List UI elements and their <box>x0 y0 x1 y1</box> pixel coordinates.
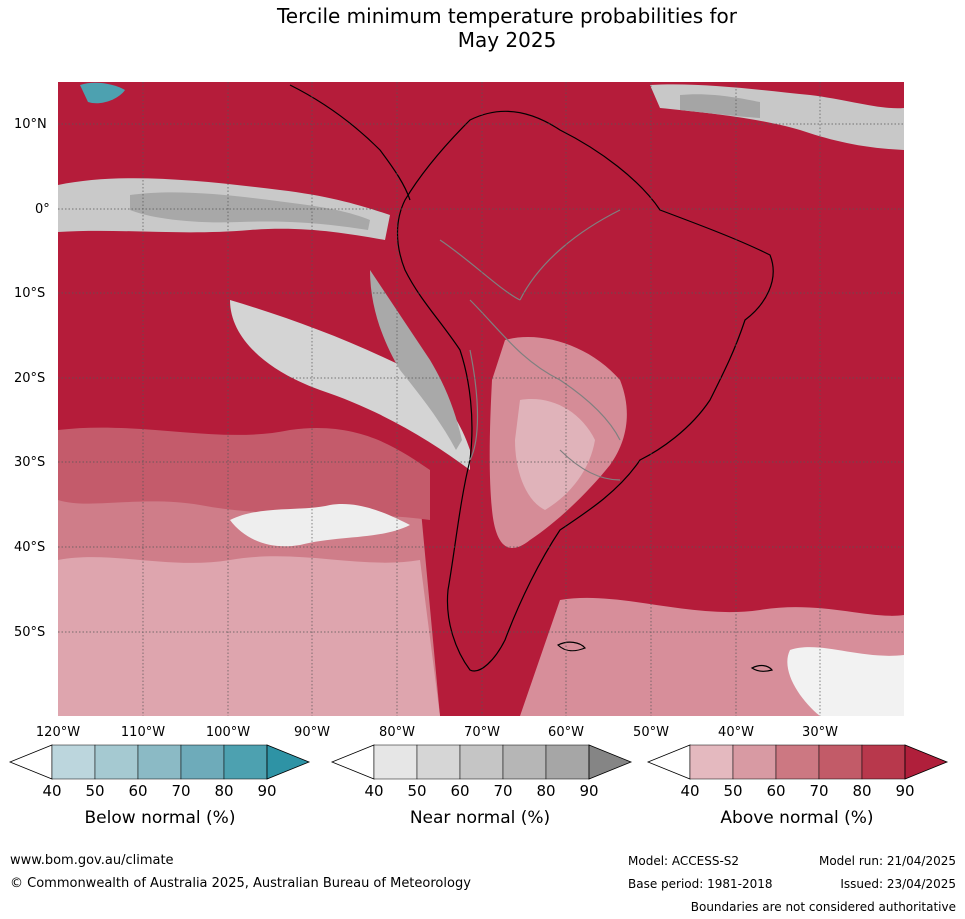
colorbar-segment <box>180 744 225 780</box>
footer-copyright: © Commonwealth of Australia 2025, Austra… <box>10 876 471 891</box>
lat-label: 10°N <box>14 117 47 132</box>
above-60-70-south-band <box>58 427 430 520</box>
footer-base-period: Base period: 1981-2018 <box>628 877 773 891</box>
legend-below-title: Below normal (%) <box>84 808 236 828</box>
lat-label: 40°S <box>14 540 46 555</box>
colorbar-extend-low <box>8 744 53 780</box>
lat-label: 30°S <box>14 455 46 470</box>
chart-title: Tercile minimum temperature probabilitie… <box>0 4 965 52</box>
legend-above-title: Above normal (%) <box>720 808 874 828</box>
legend-tick: 70 <box>493 782 513 800</box>
legend-near-title: Near normal (%) <box>409 808 551 828</box>
falkland-islands <box>556 641 586 652</box>
legend-tick: 40 <box>364 782 384 800</box>
colorbar-segment <box>51 744 96 780</box>
colorbar-segment <box>416 744 461 780</box>
footer-issued: Issued: 23/04/2025 <box>840 877 956 891</box>
colorbar-segment <box>223 744 268 780</box>
colorbar-segment <box>818 744 863 780</box>
legend-near-colorbar <box>330 744 633 780</box>
legend-tick: 90 <box>895 782 915 800</box>
legend-tick: 60 <box>128 782 148 800</box>
below-normal-patch <box>80 82 125 104</box>
colorbar-extend-high <box>904 744 949 780</box>
lon-label: 70°W <box>464 725 500 740</box>
above-40-interior-core <box>515 399 595 510</box>
near-normal-northeast-core <box>680 94 760 118</box>
near-normal-coastal-core <box>370 270 462 450</box>
legend-tick: 90 <box>579 782 599 800</box>
near-normal-coastal-band <box>230 300 470 470</box>
legend-tick: 80 <box>214 782 234 800</box>
lon-label: 120°W <box>35 725 81 740</box>
legend-below-colorbar <box>8 744 311 780</box>
south-america-coastline <box>396 110 774 672</box>
colorbar-segment <box>94 744 139 780</box>
central-america-coastline <box>289 84 411 201</box>
colorbar-segment <box>502 744 547 780</box>
country-borders <box>439 209 621 481</box>
colorbar-segment <box>137 744 182 780</box>
near-normal-equatorial-core <box>130 192 370 230</box>
colorbar-segment <box>775 744 820 780</box>
colorbar-extend-high <box>588 744 633 780</box>
lat-label: 20°S <box>14 371 46 386</box>
lon-label: 110°W <box>120 725 166 740</box>
legend-tick: 50 <box>407 782 427 800</box>
legend-above-colorbar <box>646 744 949 780</box>
footer-url: www.bom.gov.au/climate <box>10 853 174 868</box>
graticule <box>58 82 904 716</box>
legend-tick: 60 <box>450 782 470 800</box>
colorbar-extend-low <box>646 744 691 780</box>
south-georgia <box>750 664 774 672</box>
colorbar-extend-low <box>330 744 375 780</box>
colorbar-segment <box>459 744 504 780</box>
title-line-1: Tercile minimum temperature probabilitie… <box>276 4 738 28</box>
lon-label: 60°W <box>548 725 584 740</box>
above-40-50-south-patches <box>58 556 440 716</box>
lat-label: 10°S <box>14 286 46 301</box>
lon-label: 90°W <box>294 725 330 740</box>
legend-tick: 40 <box>680 782 700 800</box>
title-line-2: May 2025 <box>457 28 557 52</box>
footer-boundaries: Boundaries are not considered authoritat… <box>690 900 956 914</box>
legend-tick: 70 <box>171 782 191 800</box>
legend-tick: 50 <box>85 782 105 800</box>
lat-label: 50°S <box>14 625 46 640</box>
lon-label: 100°W <box>205 725 251 740</box>
lon-label: 80°W <box>379 725 415 740</box>
legend-tick: 60 <box>766 782 786 800</box>
near-normal-white-south <box>230 504 410 547</box>
legend-tick: 40 <box>42 782 62 800</box>
legend-tick: 80 <box>852 782 872 800</box>
lon-label: 50°W <box>633 725 669 740</box>
footer-model-run: Model run: 21/04/2025 <box>818 854 956 868</box>
lat-label: 0° <box>35 202 50 217</box>
colorbar-extend-high <box>266 744 311 780</box>
lon-label: 30°W <box>802 725 838 740</box>
legend-tick: 70 <box>809 782 829 800</box>
legend-tick: 50 <box>723 782 743 800</box>
lon-label: 40°W <box>718 725 754 740</box>
near-normal-white-southeast <box>787 647 904 716</box>
footer-model: Model: ACCESS-S2 <box>628 854 740 868</box>
colorbar-segment <box>373 744 418 780</box>
probability-map <box>58 82 904 716</box>
colorbar-segment <box>545 744 590 780</box>
colorbar-segment <box>689 744 734 780</box>
colorbar-segment <box>861 744 906 780</box>
legend-tick: 90 <box>257 782 277 800</box>
legend-tick: 80 <box>536 782 556 800</box>
colorbar-segment <box>732 744 777 780</box>
